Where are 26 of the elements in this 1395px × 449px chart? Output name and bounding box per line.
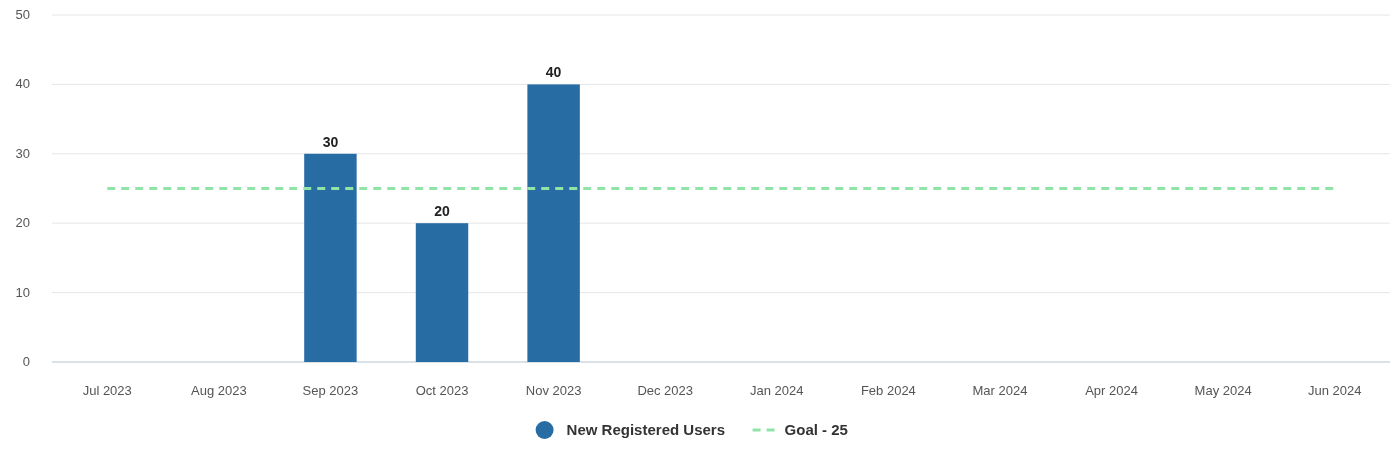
x-tick-label: Oct 2023 bbox=[415, 383, 469, 398]
data-label: 30 bbox=[322, 133, 339, 150]
x-tick-label: Jun 2024 bbox=[1308, 383, 1362, 398]
y-tick-label: 10 bbox=[15, 284, 30, 300]
legend-label: Goal - 25 bbox=[784, 421, 848, 438]
x-tick-label: Apr 2024 bbox=[1085, 383, 1138, 398]
y-tick-label: 0 bbox=[22, 354, 30, 369]
x-tick-label: Aug 2023 bbox=[191, 383, 247, 398]
x-tick-label: Sep 2023 bbox=[302, 383, 359, 398]
x-tick-label: Dec 2023 bbox=[637, 383, 694, 398]
x-tick-label: Jul 2023 bbox=[82, 383, 132, 398]
data-label: 20 bbox=[434, 203, 451, 220]
y-tick-label: 40 bbox=[15, 76, 30, 92]
x-tick-label: Feb 2024 bbox=[860, 383, 916, 398]
y-tick-label: 50 bbox=[15, 7, 30, 22]
bar bbox=[527, 84, 580, 362]
bar bbox=[304, 153, 357, 362]
y-tick-label: 20 bbox=[15, 215, 30, 231]
x-tick-label: Nov 2023 bbox=[525, 383, 582, 398]
x-tick-label: May 2024 bbox=[1194, 383, 1252, 398]
x-tick-label: Mar 2024 bbox=[972, 383, 1028, 398]
y-tick-label: 30 bbox=[15, 145, 30, 161]
x-tick-label: Jan 2024 bbox=[750, 383, 804, 398]
data-label: 40 bbox=[545, 64, 562, 81]
legend-label: New Registered Users bbox=[566, 421, 726, 438]
bar bbox=[415, 223, 469, 362]
